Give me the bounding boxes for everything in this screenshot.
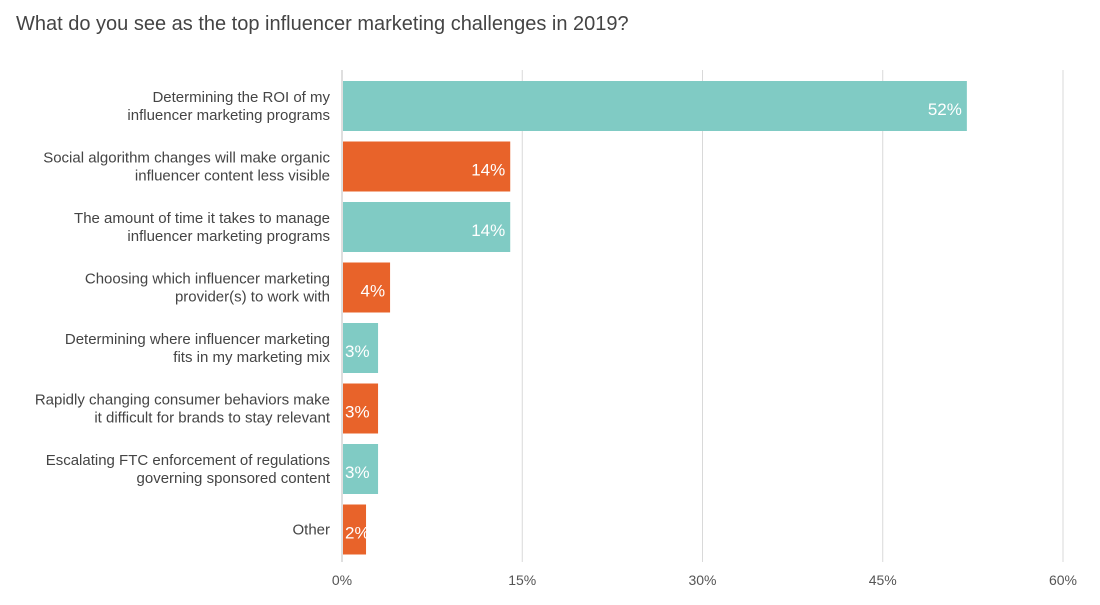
category-label: Rapidly changing consumer behaviors make…: [35, 392, 331, 427]
data-label: 3%: [345, 463, 370, 482]
data-label: 52%: [928, 100, 962, 119]
data-label: 14%: [471, 221, 505, 240]
bar: [343, 81, 967, 131]
category-label: Choosing which influencer marketing provi…: [85, 271, 330, 306]
category-label: The amount of time it takes to manage inf…: [74, 210, 330, 245]
bar: [343, 444, 379, 494]
gridlines: [341, 70, 1064, 562]
bar: [343, 504, 367, 555]
x-tick-label: 0%: [332, 572, 352, 588]
x-axis-tick-labels: 0% 15% 30% 45% 60%: [332, 572, 1077, 588]
bars: 52% 14% 14% 4% 3% 3% 3% 2%: [343, 81, 967, 555]
data-label: 14%: [471, 161, 505, 180]
x-tick-label: 15%: [508, 572, 536, 588]
category-label: Social algorithm changes will make organ…: [43, 150, 330, 185]
data-label: 2%: [345, 524, 370, 543]
x-tick-label: 45%: [869, 572, 897, 588]
bar: [343, 262, 391, 313]
data-label: 3%: [345, 342, 370, 361]
chart-title: What do you see as the top influencer ma…: [16, 13, 629, 35]
data-label: 3%: [345, 403, 370, 422]
x-tick-label: 30%: [688, 572, 716, 588]
bar: [343, 323, 379, 373]
category-labels: Determining the ROI of my influencer mark…: [35, 89, 331, 539]
bar: [343, 202, 511, 252]
category-label: Other: [292, 522, 330, 539]
category-label: Escalating FTC enforcement of regulation…: [46, 452, 331, 487]
category-label: Determining where influencer marketing fi…: [65, 331, 331, 366]
data-label: 4%: [360, 282, 385, 301]
bar: [343, 141, 511, 192]
bar: [343, 383, 379, 434]
x-tick-label: 60%: [1049, 572, 1077, 588]
category-label: Determining the ROI of my influencer mark…: [127, 89, 330, 124]
